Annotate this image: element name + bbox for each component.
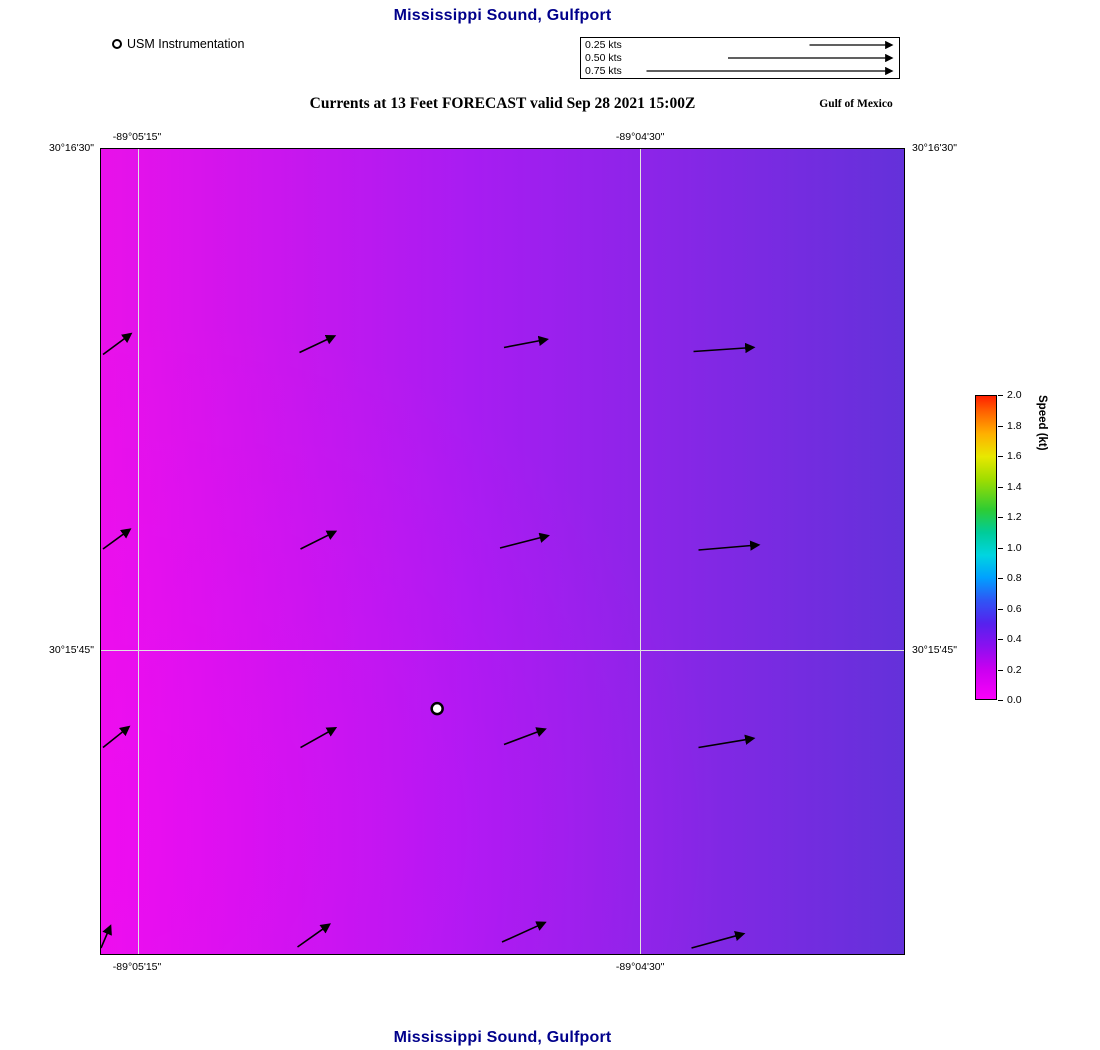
axis-label: -89°05'15": [112, 961, 162, 973]
scale-legend-row: 0.25 kts: [581, 39, 899, 51]
current-vectors-layer: [101, 332, 761, 949]
axis-label: 30°15'45": [49, 643, 94, 656]
current-vector: [501, 921, 547, 943]
axis-label: -89°04'30": [615, 131, 665, 143]
colorbar-tick: [998, 608, 1003, 610]
colorbar-tick: [998, 639, 1003, 640]
scale-arrow: [809, 40, 894, 50]
gridline-vertical: [639, 149, 641, 954]
axis-label: 30°16'30": [912, 142, 957, 154]
gridline-vertical: [137, 149, 139, 954]
colorbar-tick-label: 1.8: [1007, 419, 1022, 432]
colorbar-tick-label: 0.0: [1007, 694, 1022, 706]
current-vector: [300, 727, 338, 749]
axis-label: 30°15'45": [912, 643, 957, 656]
colorbar-tick: [998, 395, 1003, 396]
station-location-marker: [430, 701, 444, 716]
colorbar-tick: [998, 486, 1003, 488]
colorbar-tick: [998, 578, 1003, 579]
colorbar-tick: [998, 547, 1003, 549]
vector-scale-legend: 0.25 kts 0.50 kts 0.75 kts: [580, 37, 900, 79]
colorbar-tick-label: 0.6: [1007, 602, 1022, 615]
colorbar-tick-label: 1.4: [1007, 480, 1022, 493]
colorbar-axis-label: Speed (kt): [1036, 395, 1048, 451]
current-vector: [297, 923, 331, 948]
footer-title: Mississippi Sound, Gulfport: [393, 1029, 612, 1046]
colorbar-tick: [998, 425, 1003, 427]
colorbar-tick-label: 2.0: [1007, 389, 1022, 401]
scale-arrow: [728, 53, 894, 63]
axis-label: -89°05'15": [112, 131, 162, 143]
station-legend: USM Instrumentation: [112, 37, 244, 51]
current-vector: [698, 734, 756, 749]
station-marker-icon: [112, 39, 122, 49]
speed-colorbar: [975, 395, 997, 700]
station-legend-label: USM Instrumentation: [127, 37, 245, 51]
gridline-horizontal: [101, 649, 904, 651]
colorbar-tick: [998, 517, 1003, 518]
current-vector: [101, 924, 112, 949]
colorbar-tick-label: 1.2: [1007, 511, 1022, 523]
current-vector: [300, 530, 338, 550]
axis-label: -89°04'30": [615, 961, 665, 973]
colorbar-tick-label: 1.0: [1007, 541, 1022, 554]
colorbar-tick: [998, 456, 1003, 457]
current-vector: [691, 930, 746, 949]
current-vector: [503, 727, 547, 746]
region-label: Gulf of Mexico: [819, 98, 893, 110]
colorbar-tick-label: 1.6: [1007, 450, 1022, 462]
colorbar-tick: [998, 700, 1003, 701]
scale-legend-row: 0.75 kts: [581, 65, 899, 77]
current-vector: [299, 334, 337, 354]
scale-legend-label: 0.25 kts: [585, 39, 622, 51]
scale-legend-row: 0.50 kts: [581, 52, 899, 64]
colorbar-tick: [998, 669, 1003, 671]
current-vector: [503, 335, 549, 349]
colorbar-tick-label: 0.2: [1007, 663, 1022, 676]
axis-label: 30°16'30": [49, 142, 94, 154]
current-vector: [102, 332, 133, 356]
forecast-subtitle: Currents at 13 Feet FORECAST valid Sep 2…: [309, 95, 696, 112]
current-vector: [698, 540, 761, 551]
page-title: Mississippi Sound, Gulfport: [393, 7, 612, 24]
current-field-map: [100, 148, 905, 955]
current-vector: [102, 725, 131, 749]
scale-legend-label: 0.75 kts: [585, 65, 622, 77]
current-vector: [499, 532, 550, 549]
scale-arrow: [646, 66, 894, 76]
colorbar-tick-label: 0.8: [1007, 572, 1022, 584]
current-vector: [102, 528, 132, 550]
current-vector: [693, 342, 756, 354]
colorbar-tick-label: 0.4: [1007, 633, 1022, 645]
scale-legend-label: 0.50 kts: [585, 52, 622, 64]
